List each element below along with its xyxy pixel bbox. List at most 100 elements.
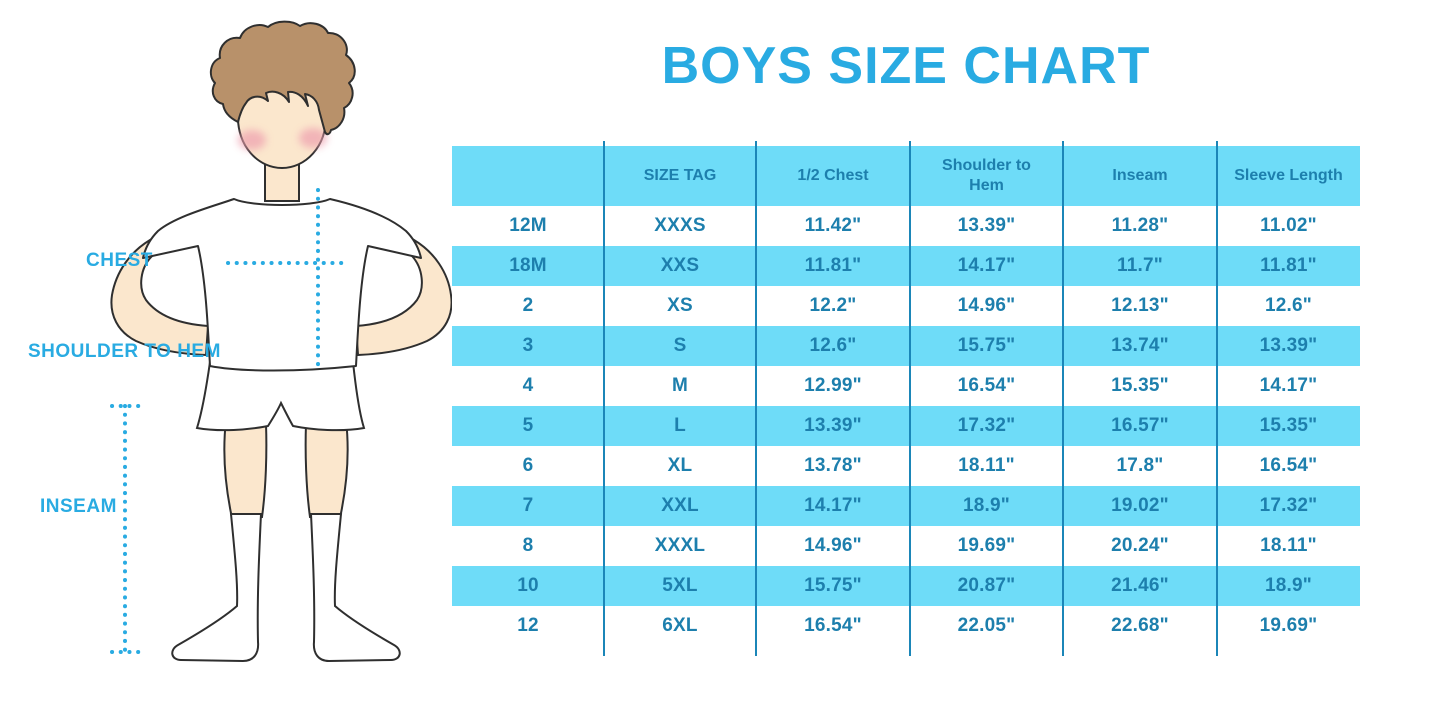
table-row: 2 XS 12.2" 14.96" 12.13" 12.6" — [452, 286, 1360, 326]
header-cell-shoulder-to-hem: Shoulder to Hem — [942, 157, 1031, 194]
column-divider — [603, 141, 605, 656]
table-cell: 19.02" — [1111, 495, 1169, 516]
table-cell: XL — [667, 455, 693, 476]
table-cell: 13.39" — [804, 415, 862, 436]
table-cell: 12.13" — [1111, 295, 1169, 316]
table-cell: 11.7" — [1117, 255, 1163, 276]
table-cell: 11.42" — [804, 215, 862, 236]
table-cell: 18.9" — [963, 495, 1010, 516]
boy-right-sock — [309, 513, 401, 663]
table-cell: 17.32" — [1259, 495, 1318, 516]
table-cell: XXS — [660, 255, 700, 276]
table-row: 18M XXS 11.81" 14.17" 11.7" 11.81" — [452, 246, 1360, 286]
header-cell-sleeve-length: Sleeve Length — [1234, 167, 1343, 184]
table-cell: 16.54" — [804, 615, 862, 636]
boy-cheek-left — [238, 130, 266, 150]
table-cell: L — [674, 415, 686, 436]
inseam-measure-line — [110, 404, 145, 654]
table-cell: 7 — [522, 495, 534, 516]
table-cell: 13.39" — [1259, 335, 1318, 356]
boy-left-sock — [171, 513, 263, 663]
table-cell: XS — [667, 295, 693, 316]
table-cell: 13.74" — [1111, 335, 1169, 356]
table-cell: XXXS — [654, 215, 706, 236]
table-cell: 6XL — [662, 615, 698, 636]
table-cell: 12M — [509, 215, 547, 236]
table-cell: 11.02" — [1260, 215, 1317, 236]
size-table: SIZE TAG 1/2 Chest Shoulder to Hem Inseam Sl… — [452, 141, 1360, 656]
table-cell: 4 — [522, 375, 534, 396]
table-cell: 11.28" — [1111, 215, 1169, 236]
table-cell: 14.17" — [804, 495, 862, 516]
boy-right-arm — [354, 238, 453, 357]
page-title: BOYS SIZE CHART — [661, 37, 1151, 95]
shoulder-to-hem-label: SHOULDER TO HEM — [28, 341, 221, 362]
table-cell: 6 — [522, 455, 534, 476]
size-table-body: 12M XXXS 11.42" 13.39" 11.28" 11.02" 18M XXS 11.… — [452, 206, 1360, 646]
table-cell: 18.9" — [1265, 575, 1312, 596]
table-cell: 21.46" — [1111, 575, 1169, 596]
table-cell: 11.81" — [1260, 255, 1317, 276]
table-cell: 22.68" — [1111, 615, 1169, 636]
table-cell: 12.2" — [809, 295, 857, 316]
table-cell: 8 — [522, 535, 534, 556]
boy-cheek-right — [299, 128, 327, 148]
table-cell: 22.05" — [957, 615, 1016, 636]
table-cell: 20.87" — [957, 575, 1016, 596]
table-cell: XXL — [661, 495, 699, 516]
table-cell: 13.78" — [804, 455, 862, 476]
table-row: 12M XXXS 11.42" 13.39" 11.28" 11.02" — [452, 206, 1360, 246]
header-cell-size-tag: SIZE TAG — [643, 167, 717, 184]
table-cell: 12.99" — [804, 375, 862, 396]
table-cell: 12.6" — [809, 335, 857, 356]
table-cell: 17.32" — [957, 415, 1016, 436]
table-row: 7 XXL 14.17" 18.9" 19.02" 17.32" — [452, 486, 1360, 526]
table-cell: 15.75" — [957, 335, 1016, 356]
table-cell: 16.54" — [957, 375, 1016, 396]
table-cell: 14.17" — [957, 255, 1016, 276]
boy-figure-illustration — [110, 20, 453, 663]
table-cell: 11.81" — [804, 255, 862, 276]
boy-shirt — [142, 198, 422, 372]
table-row: 10 5XL 15.75" 20.87" 21.46" 18.9" — [452, 566, 1360, 606]
table-cell: 13.39" — [957, 215, 1016, 236]
table-row: 4 M 12.99" 16.54" 15.35" 14.17" — [452, 366, 1360, 406]
column-divider — [755, 141, 757, 656]
table-cell: 10 — [517, 575, 539, 596]
boy-shorts — [195, 361, 366, 432]
size-table-header-row: SIZE TAG 1/2 Chest Shoulder to Hem Inseam Sl… — [452, 146, 1360, 206]
table-row: 12 6XL 16.54" 22.05" 22.68" 19.69" — [452, 606, 1360, 646]
table-cell: 15.75" — [804, 575, 862, 596]
table-cell: M — [671, 375, 689, 396]
table-cell: 20.24" — [1111, 535, 1169, 556]
column-divider — [909, 141, 911, 656]
table-row: 8 XXXL 14.96" 19.69" 20.24" 18.11" — [452, 526, 1360, 566]
table-cell: S — [673, 335, 687, 356]
boy-left-arm — [110, 238, 210, 357]
boy-hair — [209, 20, 356, 136]
chest-label: CHEST — [86, 250, 153, 271]
inseam-label: INSEAM — [40, 496, 117, 517]
column-divider — [1216, 141, 1218, 656]
table-cell: 15.35" — [1259, 415, 1318, 436]
table-cell: 18M — [509, 255, 547, 276]
table-cell: 12 — [517, 615, 539, 636]
table-cell: 12.6" — [1265, 295, 1312, 316]
column-divider — [1062, 141, 1064, 656]
table-cell: 5 — [522, 415, 534, 436]
header-cell-inseam: Inseam — [1112, 167, 1168, 184]
table-cell: 18.11" — [1260, 535, 1317, 556]
header-cell-1-2-chest: 1/2 Chest — [797, 167, 869, 184]
table-cell: 14.96" — [804, 535, 862, 556]
table-row: 5 L 13.39" 17.32" 16.57" 15.35" — [452, 406, 1360, 446]
boy-right-leg — [304, 418, 349, 520]
table-cell: 3 — [522, 335, 534, 356]
table-cell: 16.57" — [1111, 415, 1169, 436]
table-cell: 14.96" — [957, 295, 1016, 316]
table-cell: 17.8" — [1116, 455, 1164, 476]
table-cell: 16.54" — [1259, 455, 1318, 476]
table-cell: 5XL — [662, 575, 698, 596]
table-row: 6 XL 13.78" 18.11" 17.8" 16.54" — [452, 446, 1360, 486]
boy-left-leg — [223, 418, 268, 520]
